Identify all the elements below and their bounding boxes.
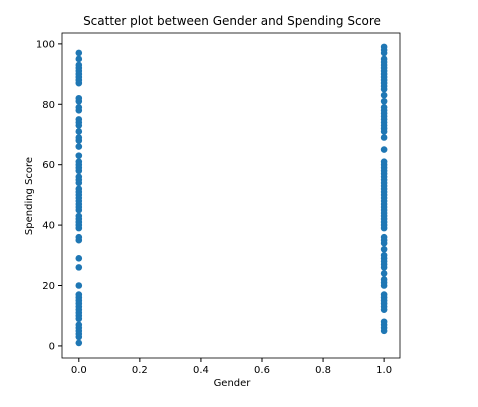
point xyxy=(75,49,83,57)
point xyxy=(380,233,388,241)
point xyxy=(380,146,388,153)
point xyxy=(75,282,83,289)
y-tick-label: 0 xyxy=(49,341,55,352)
x-tick-label: 0.4 xyxy=(193,365,209,376)
y-tick-label: 80 xyxy=(42,100,55,111)
y-tick-label: 20 xyxy=(42,281,55,292)
point xyxy=(75,61,83,69)
point xyxy=(75,291,83,298)
point xyxy=(75,321,83,329)
point xyxy=(380,276,388,283)
x-tick-label: 1.0 xyxy=(376,365,392,376)
point xyxy=(380,134,388,141)
point xyxy=(380,245,388,253)
chart-title: Scatter plot between Gender and Spending… xyxy=(83,14,381,28)
y-tick-label: 60 xyxy=(42,160,55,171)
point xyxy=(75,55,83,63)
point xyxy=(380,158,388,165)
point xyxy=(75,143,83,150)
point xyxy=(380,291,388,298)
x-tick-label: 0.6 xyxy=(254,365,270,376)
point xyxy=(75,152,83,159)
point xyxy=(380,318,388,326)
y-tick-label: 40 xyxy=(42,221,55,232)
point xyxy=(75,116,83,123)
point xyxy=(75,104,83,111)
point xyxy=(380,91,388,99)
point xyxy=(380,270,388,277)
x-tick-label: 0.2 xyxy=(132,365,148,376)
x-axis-label: Gender xyxy=(214,378,252,389)
x-tick-label: 0.8 xyxy=(315,365,331,376)
point xyxy=(75,185,83,193)
point xyxy=(75,339,83,347)
plot-frame xyxy=(61,32,401,359)
point xyxy=(380,97,388,105)
y-axis-label: Spending Score xyxy=(24,157,35,235)
point xyxy=(75,212,83,220)
y-tick-label: 100 xyxy=(36,39,55,50)
point xyxy=(75,173,83,181)
point xyxy=(380,252,388,259)
point xyxy=(75,134,83,141)
point xyxy=(380,43,388,51)
point xyxy=(380,55,388,63)
point xyxy=(75,255,83,262)
point xyxy=(75,128,83,135)
point xyxy=(75,158,83,165)
point xyxy=(75,94,83,102)
point xyxy=(75,264,83,271)
point xyxy=(380,104,388,111)
x-tick-label: 0.0 xyxy=(71,365,87,376)
point xyxy=(75,233,83,241)
